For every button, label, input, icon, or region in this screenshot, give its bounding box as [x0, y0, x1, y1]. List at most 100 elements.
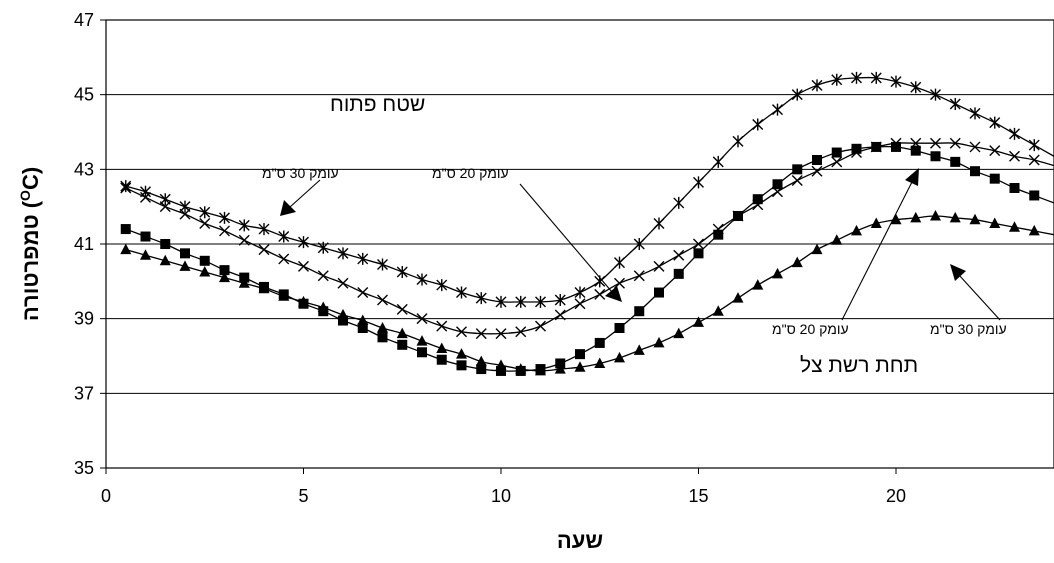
data-point-square — [673, 268, 684, 279]
data-point-x — [653, 260, 665, 272]
data-point-square — [476, 364, 487, 375]
data-point-star — [693, 176, 704, 189]
data-point-square — [831, 147, 842, 158]
data-point-x — [337, 277, 349, 289]
y-tick-label: 35 — [74, 458, 94, 478]
series-curves — [125, 76, 1054, 372]
data-point-star — [673, 196, 685, 209]
data-point-x — [258, 244, 270, 256]
data-point-square — [397, 339, 408, 350]
data-point-x — [317, 270, 329, 282]
data-point-square — [140, 231, 151, 242]
data-point-triangle — [238, 277, 250, 288]
data-point-square — [199, 255, 210, 266]
data-point-square — [120, 224, 131, 235]
data-point-square — [871, 141, 882, 152]
data-point-star — [890, 75, 902, 88]
data-point-star — [396, 266, 408, 278]
data-point-x — [633, 270, 645, 282]
data-point-triangle — [416, 335, 428, 346]
data-point-square — [180, 248, 190, 259]
data-point-x — [535, 320, 546, 332]
data-point-square — [891, 141, 901, 152]
data-point-star — [495, 295, 507, 308]
y-axis-title-sup: O — [17, 190, 33, 201]
data-point-star — [910, 81, 922, 94]
data-point-x — [199, 217, 211, 229]
data-point-star — [989, 116, 1001, 129]
data-point-x — [475, 328, 487, 340]
data-point-triangle — [377, 322, 388, 333]
plot-frame — [105, 19, 1054, 469]
data-point-star — [831, 73, 843, 86]
data-point-star — [772, 103, 783, 116]
data-point-square — [456, 360, 467, 371]
data-point-star — [140, 185, 151, 198]
data-point-star — [317, 241, 329, 254]
data-point-triangle — [910, 211, 922, 223]
data-point-triangle — [120, 243, 132, 255]
data-point-x — [811, 165, 823, 177]
y-tick-label: 41 — [74, 234, 94, 254]
data-point-triangle — [219, 271, 230, 283]
data-point-square — [950, 156, 961, 167]
data-point-triangle — [396, 327, 408, 339]
data-point-star — [278, 230, 290, 243]
data-point-star — [357, 252, 369, 265]
data-point-triangle — [653, 336, 665, 348]
data-point-star — [1028, 139, 1040, 152]
data-point-star — [870, 71, 882, 84]
data-point-triangle — [851, 224, 862, 236]
data-point-triangle — [949, 211, 961, 223]
arrow-depth30-top — [280, 179, 321, 216]
data-point-star — [456, 286, 467, 299]
data-point-square — [219, 265, 230, 276]
data-point-star — [535, 295, 546, 308]
data-point-star — [633, 238, 645, 250]
data-point-x — [120, 182, 132, 194]
x-tick-label: 5 — [298, 486, 308, 506]
data-point-square — [594, 337, 605, 348]
data-point-triangle — [989, 217, 1001, 228]
data-point-triangle — [456, 348, 467, 359]
y-axis-title-main: טמפרטורה ( — [18, 200, 43, 321]
data-point-x — [495, 328, 507, 340]
data-point-square — [1029, 190, 1040, 201]
data-point-star — [949, 98, 961, 110]
data-point-triangle — [278, 290, 290, 301]
x-tick-label: 0 — [101, 486, 111, 506]
data-point-triangle — [298, 295, 309, 307]
x-tick-labels: 0 5 10 15 20 — [101, 486, 906, 506]
data-point-triangle — [495, 359, 507, 370]
data-point-x — [989, 145, 1001, 157]
data-point-x — [179, 208, 191, 220]
data-point-star — [851, 71, 862, 84]
data-point-triangle — [890, 213, 902, 225]
data-point-square — [910, 145, 921, 156]
data-point-triangle — [969, 213, 981, 225]
data-point-x — [949, 137, 961, 149]
data-point-star — [475, 292, 487, 305]
data-point-star — [219, 211, 230, 224]
data-point-x — [238, 234, 250, 246]
data-point-square — [357, 323, 368, 333]
data-point-x — [219, 225, 230, 237]
data-point-x — [1009, 150, 1020, 162]
data-point-star — [298, 236, 309, 249]
data-point-star — [199, 206, 211, 219]
y-tick-label: 43 — [74, 159, 94, 179]
data-point-x — [140, 191, 151, 203]
y-axis-title: טמפרטורה (OC) — [17, 167, 43, 321]
data-point-triangle — [574, 361, 586, 372]
x-tick-label: 10 — [491, 486, 511, 506]
data-point-star — [732, 135, 744, 148]
data-point-x — [930, 137, 941, 149]
data-point-star — [120, 180, 132, 193]
data-point-x — [436, 320, 448, 332]
data-point-square — [160, 239, 171, 249]
data-point-triangle — [515, 363, 527, 374]
data-point-triangle — [475, 355, 487, 367]
x-tick-label: 20 — [886, 486, 906, 506]
arrow-depth20-top — [519, 183, 622, 302]
